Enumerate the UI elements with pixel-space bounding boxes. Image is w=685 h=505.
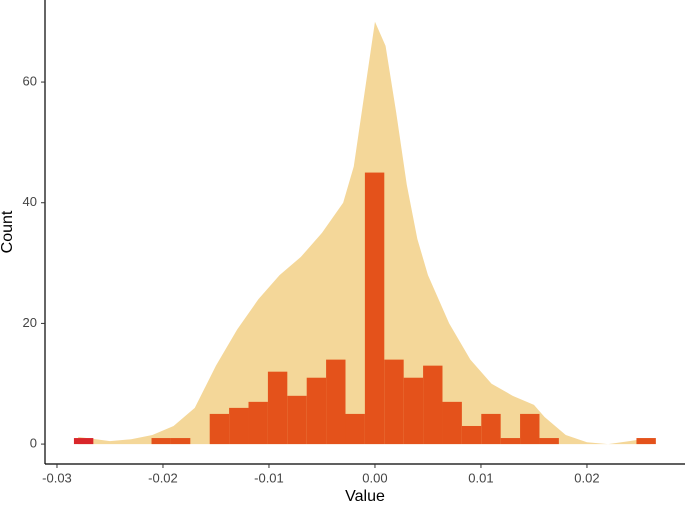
bar: [500, 438, 521, 445]
bar: [403, 377, 424, 445]
bar: [345, 413, 365, 445]
bar: [209, 413, 230, 445]
bar: [442, 401, 462, 445]
bar: [423, 365, 443, 445]
bar: [461, 425, 482, 445]
bar: [481, 413, 501, 445]
bar: [306, 377, 327, 445]
bar: [229, 407, 249, 445]
y-tick-label: 20: [23, 315, 37, 330]
x-tick-label: 0.00: [362, 470, 387, 485]
x-axis-title: Value: [345, 488, 385, 505]
bar: [73, 438, 94, 445]
bar: [287, 395, 307, 445]
x-tick-label: -0.02: [148, 470, 178, 485]
bar: [520, 413, 540, 445]
bar: [170, 438, 191, 445]
x-tick-label: -0.01: [254, 470, 284, 485]
bar: [326, 359, 346, 445]
y-axis-title: Count: [0, 210, 16, 253]
x-tick-label: -0.03: [42, 470, 72, 485]
bar: [248, 401, 268, 445]
x-tick-label: 0.02: [574, 470, 599, 485]
bar: [384, 359, 404, 445]
bar: [267, 371, 288, 445]
x-tick-label: 0.01: [468, 470, 493, 485]
y-tick-label: 40: [23, 194, 37, 209]
density-area: [78, 21, 651, 445]
y-tick-label: 60: [23, 73, 37, 88]
bar: [364, 172, 385, 445]
bar: [539, 438, 559, 445]
y-tick-label: 0: [30, 436, 37, 451]
bar: [636, 438, 656, 445]
bar: [151, 438, 171, 445]
